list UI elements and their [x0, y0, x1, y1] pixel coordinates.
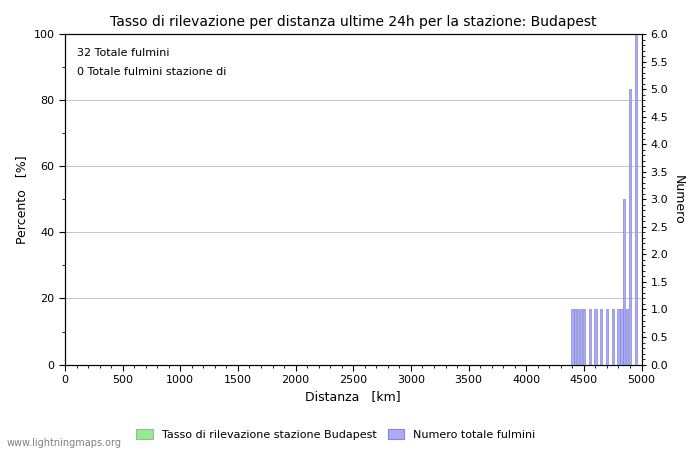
Bar	[620, 310, 622, 364]
Bar	[635, 34, 637, 365]
Bar	[623, 199, 625, 364]
Legend: Tasso di rilevazione stazione Budapest, Numero totale fulmini: Tasso di rilevazione stazione Budapest, …	[132, 425, 540, 445]
Text: 32 Totale fulmini: 32 Totale fulmini	[76, 48, 169, 58]
Bar	[612, 310, 614, 364]
Bar	[594, 310, 596, 364]
Y-axis label: Numero: Numero	[672, 175, 685, 224]
Bar	[571, 310, 573, 364]
Bar	[600, 310, 602, 364]
Bar	[580, 310, 582, 364]
Bar	[617, 310, 620, 364]
Bar	[577, 310, 580, 364]
Text: 0 Totale fulmini stazione di: 0 Totale fulmini stazione di	[76, 68, 226, 77]
Bar	[626, 310, 629, 364]
Y-axis label: Percento   [%]: Percento [%]	[15, 155, 28, 244]
Title: Tasso di rilevazione per distanza ultime 24h per la stazione: Budapest: Tasso di rilevazione per distanza ultime…	[110, 15, 596, 29]
Bar	[574, 310, 576, 364]
Text: www.lightningmaps.org: www.lightningmaps.org	[7, 438, 122, 448]
Bar	[589, 310, 591, 364]
Bar	[582, 310, 585, 364]
X-axis label: Distanza   [km]: Distanza [km]	[305, 391, 401, 404]
Bar	[606, 310, 608, 364]
Bar	[629, 90, 631, 364]
